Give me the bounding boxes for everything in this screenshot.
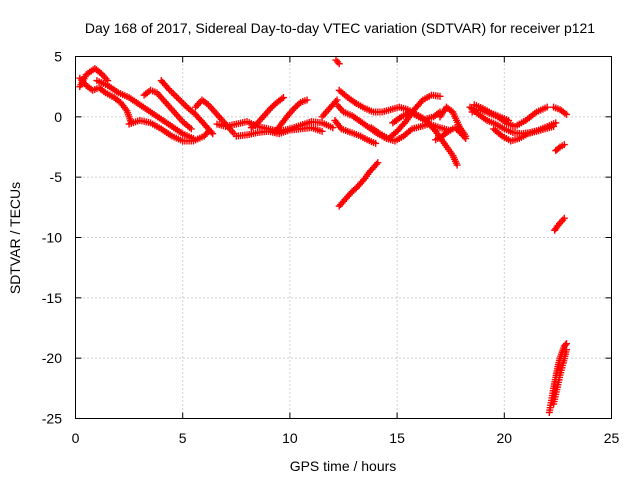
data-point (164, 85, 172, 93)
x-tick-label: 15 (389, 430, 405, 446)
data-point (430, 126, 438, 134)
series-arc-9 (232, 124, 326, 140)
y-tick-label: -25 (42, 411, 62, 427)
data-point (555, 144, 563, 152)
data-point (332, 98, 340, 106)
series-arc-6 (157, 77, 217, 138)
series-arc-12 (318, 96, 341, 121)
data-point (561, 109, 569, 117)
data-point (550, 122, 558, 130)
data-point (453, 161, 461, 169)
data-point (187, 125, 195, 133)
axis-ticks (75, 56, 612, 419)
data-points (76, 56, 570, 416)
data-point (436, 92, 444, 100)
x-tick-label: 0 (72, 430, 80, 446)
data-point (372, 139, 380, 147)
y-tick-label: 0 (54, 109, 62, 125)
data-point (278, 95, 286, 103)
x-tick-label: 5 (179, 430, 187, 446)
series-arc-4 (125, 116, 212, 145)
series-arc-5 (140, 86, 195, 133)
series-arc-23 (490, 122, 558, 145)
data-point (552, 119, 560, 127)
data-point (279, 94, 287, 102)
data-point (329, 124, 337, 132)
x-tick-label: 20 (497, 430, 513, 446)
data-point (209, 130, 217, 138)
series-arc-10 (247, 94, 287, 132)
x-tick-label: 25 (604, 430, 620, 446)
data-point (543, 103, 551, 111)
y-tick-label: -10 (42, 230, 62, 246)
data-point (335, 60, 343, 68)
x-tick-label: 10 (282, 430, 298, 446)
data-point (561, 341, 569, 349)
series-arc-11 (271, 96, 311, 137)
series-arc-24 (550, 103, 570, 118)
x-axis-label: GPS time / hours (290, 458, 397, 474)
y-tick-label: -15 (42, 290, 62, 306)
chart-title: Day 168 of 2017, Sidereal Day-to-day VTE… (85, 20, 595, 36)
series-arc-28 (332, 56, 343, 68)
data-point (100, 87, 108, 95)
series-arc-16 (367, 91, 444, 143)
data-point (207, 128, 215, 136)
series-arc-26 (551, 214, 568, 234)
data-point (443, 129, 451, 137)
series-arc-27 (335, 159, 382, 210)
data-point (560, 141, 568, 149)
y-tick-label: 5 (54, 49, 62, 65)
data-point (505, 116, 513, 124)
data-point (562, 110, 570, 118)
y-tick-labels: 5 0 -5 -10 -15 -20 -25 (42, 49, 62, 427)
series-arc-30 (550, 346, 570, 408)
series-arc-22 (470, 101, 513, 124)
y-tick-label: -5 (50, 169, 63, 185)
data-point (372, 160, 380, 168)
data-point (318, 127, 326, 135)
data-point (303, 96, 311, 104)
y-tick-label: -20 (42, 350, 62, 366)
data-point (562, 346, 570, 354)
series-arc-2 (76, 65, 112, 91)
series-arc-25 (552, 141, 568, 155)
series-arc-19 (436, 103, 470, 140)
series-arc-7 (192, 96, 238, 138)
data-point (360, 176, 368, 184)
data-point (562, 340, 570, 348)
data-point (400, 119, 408, 127)
series-arc-13 (331, 116, 380, 147)
data-point (560, 214, 568, 222)
data-point (462, 132, 470, 140)
data-point (417, 98, 425, 106)
series-arc-3 (93, 77, 197, 143)
data-point (374, 159, 382, 167)
data-point (295, 100, 303, 108)
x-tick-labels: 0 5 10 15 20 25 (72, 430, 620, 446)
y-axis-label: SDTVAR / TECUs (7, 182, 23, 294)
